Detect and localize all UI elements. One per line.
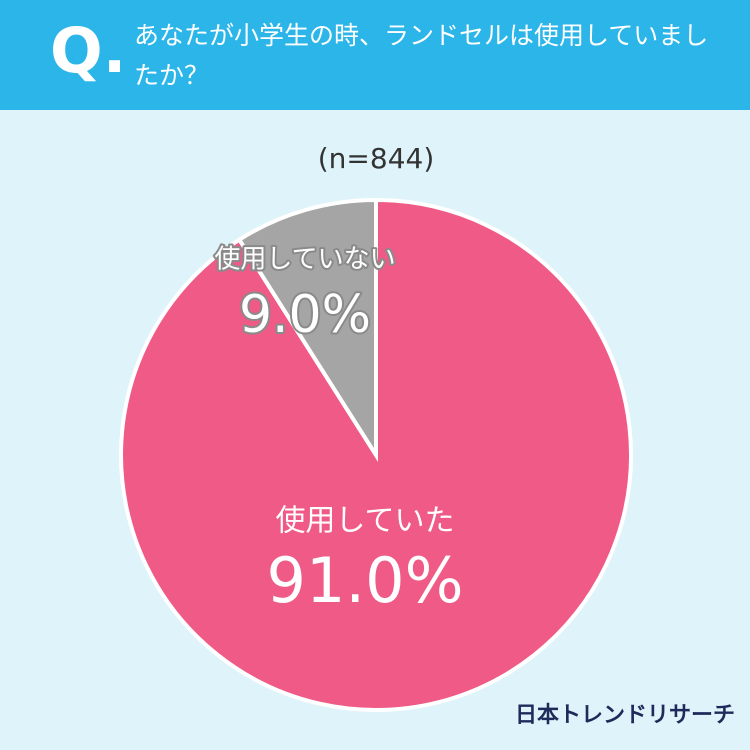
slice-label: 使用していた [275, 504, 454, 539]
value-label: 9.0% [239, 285, 371, 345]
slice-label: 使用していない [214, 245, 395, 275]
value-label: 91.0% [267, 544, 464, 617]
q-mark: Q. [50, 14, 127, 87]
brand: 日本トレンドリサーチ [515, 703, 735, 728]
header: Q. あなたが小学生の時、ランドセルは使用していましたか？ [0, 0, 750, 110]
chart-title: あなたが小学生の時、ランドセルは使用していましたか？ [134, 21, 709, 90]
chart-subtitle: (n=844) [318, 142, 435, 175]
pie-slice [236, 197, 378, 462]
